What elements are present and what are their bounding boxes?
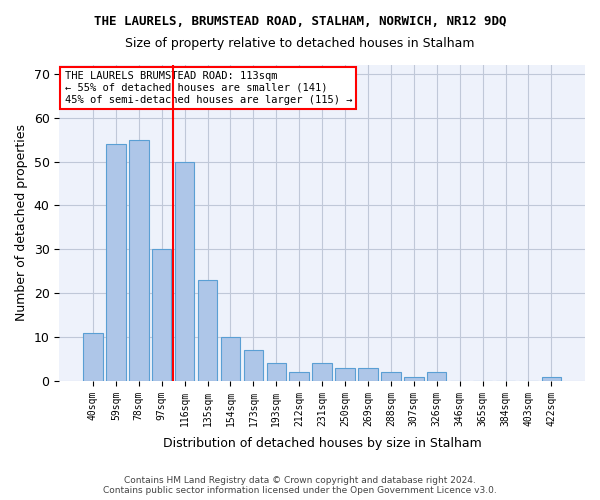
Bar <box>404 376 424 381</box>
Bar <box>175 162 194 381</box>
Bar <box>313 364 332 381</box>
Bar <box>289 372 309 381</box>
Bar <box>542 376 561 381</box>
Bar <box>358 368 378 381</box>
Bar <box>83 332 103 381</box>
Y-axis label: Number of detached properties: Number of detached properties <box>15 124 28 322</box>
Bar <box>427 372 446 381</box>
Bar <box>198 280 217 381</box>
Text: THE LAURELS, BRUMSTEAD ROAD, STALHAM, NORWICH, NR12 9DQ: THE LAURELS, BRUMSTEAD ROAD, STALHAM, NO… <box>94 15 506 28</box>
X-axis label: Distribution of detached houses by size in Stalham: Distribution of detached houses by size … <box>163 437 482 450</box>
Text: THE LAURELS BRUMSTEAD ROAD: 113sqm
← 55% of detached houses are smaller (141)
45: THE LAURELS BRUMSTEAD ROAD: 113sqm ← 55%… <box>65 72 352 104</box>
Bar <box>152 250 172 381</box>
Bar <box>244 350 263 381</box>
Text: Contains HM Land Registry data © Crown copyright and database right 2024.
Contai: Contains HM Land Registry data © Crown c… <box>103 476 497 495</box>
Bar <box>129 140 149 381</box>
Bar <box>381 372 401 381</box>
Bar <box>335 368 355 381</box>
Text: Size of property relative to detached houses in Stalham: Size of property relative to detached ho… <box>125 38 475 51</box>
Bar <box>266 364 286 381</box>
Bar <box>221 337 240 381</box>
Bar <box>106 144 125 381</box>
